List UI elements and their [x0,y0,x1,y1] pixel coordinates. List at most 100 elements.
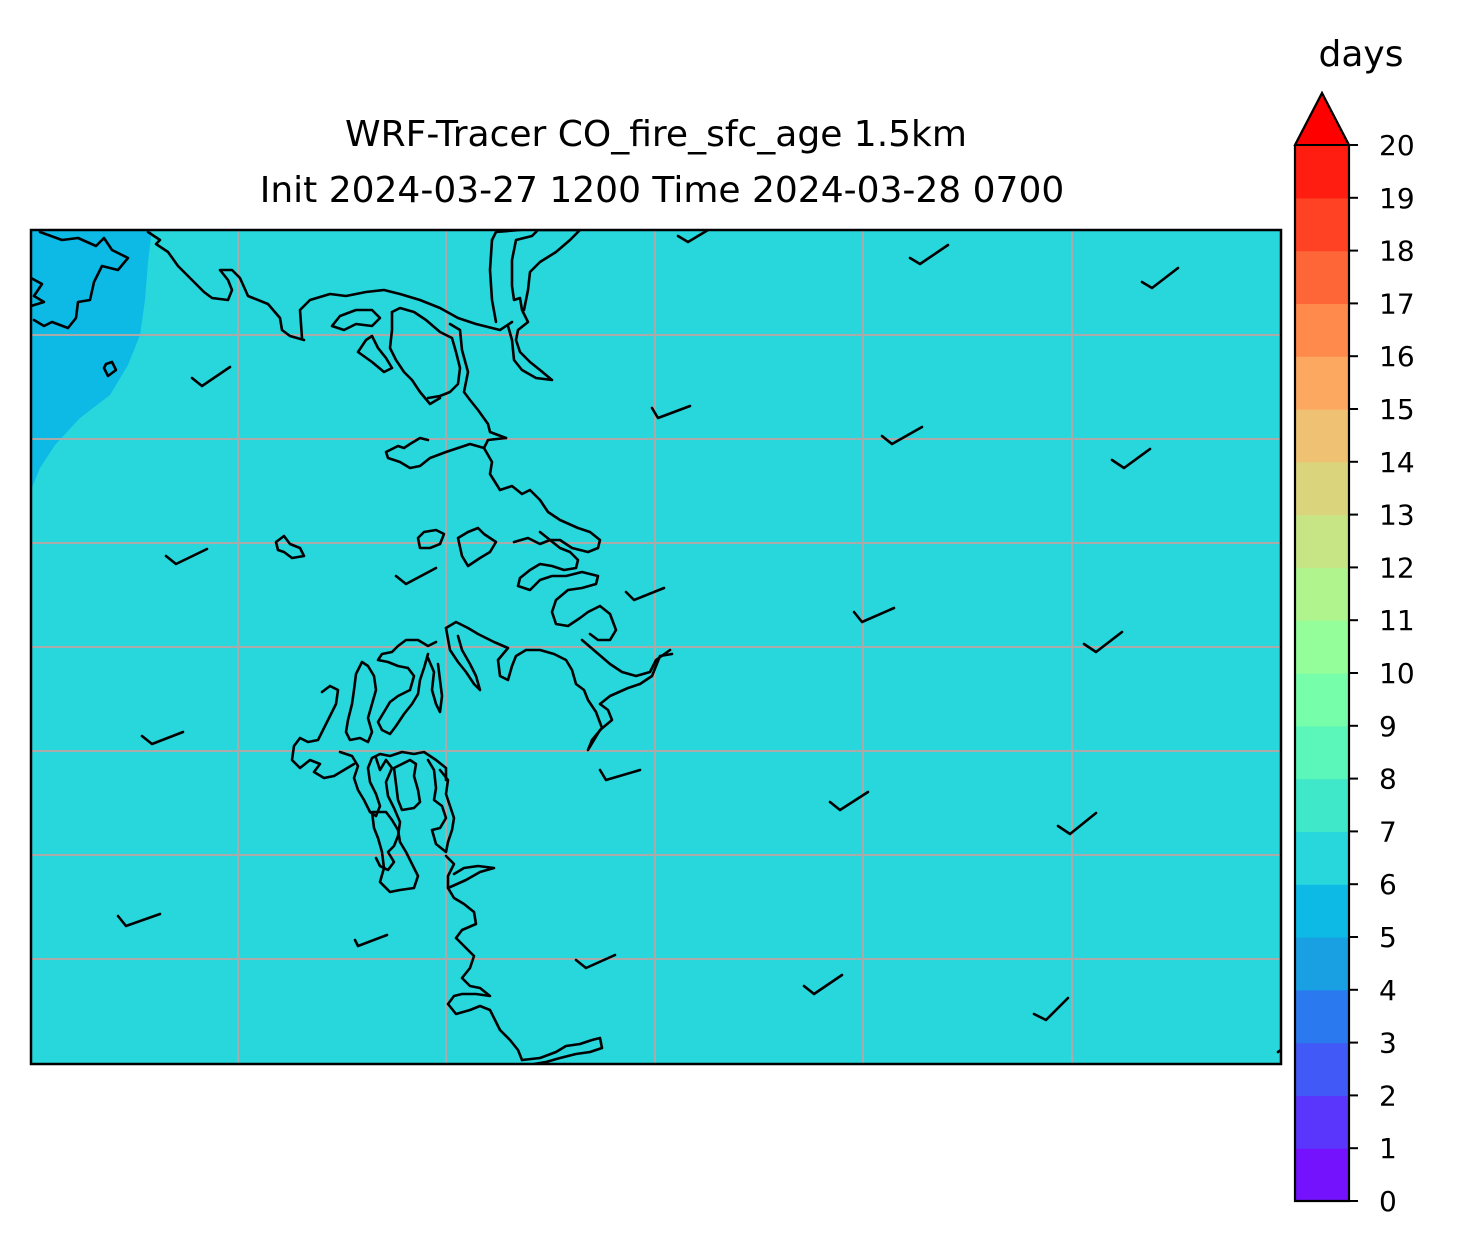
coastline [338,750,448,818]
colorbar-tick-label: 7 [1379,815,1397,848]
colorbar-level [1295,989,1349,1044]
map-frame [29,228,1283,1066]
coastline [580,638,672,678]
map-panel [31,230,1281,1064]
wind-barb [828,790,870,812]
coastline [298,288,514,340]
wind-barb [880,425,924,446]
colorbar-tick-label: 20 [1379,129,1415,162]
colorbar-level [1295,250,1349,304]
coastline [444,626,482,692]
colorbar-tick-label: 8 [1379,763,1397,796]
colorbar-tick-label: 18 [1379,235,1415,268]
coastline [416,528,446,550]
coastline [356,334,394,374]
colorbar-level [1295,884,1349,938]
chart-title-line-2: Init 2024-03-27 1200 Time 2024-03-28 070… [260,170,1065,211]
colorbar-tick-label: 11 [1379,604,1415,637]
wind-barb [394,566,438,586]
coastlines [31,230,1281,1064]
coastline [512,536,618,642]
colorbar-tick-label: 15 [1379,393,1415,426]
colorbar-tick-label: 4 [1379,974,1397,1007]
wind-barb [1082,630,1124,654]
coastline [444,620,674,752]
wind-barb [676,230,710,244]
coastline [384,436,486,470]
wind-barb [1032,996,1070,1022]
colorbar-level [1295,461,1349,516]
coastline [426,656,444,714]
colorbar-tick-label: 16 [1379,340,1415,373]
coastline [330,308,382,332]
wind-barb [852,606,896,624]
colorbar-level [1295,1095,1349,1149]
colorbar-level [1295,197,1349,252]
colorbar-tick-label: 3 [1379,1027,1397,1060]
wind-barb [908,243,950,266]
coastline [488,238,498,324]
coastline [390,306,462,400]
colorbar-level [1295,620,1349,674]
colorbar-level [1295,145,1349,199]
coastline [31,276,46,308]
colorbar-level [1295,1042,1349,1096]
colorbar-tick-label: 0 [1379,1185,1397,1218]
colorbar-level [1295,725,1349,780]
coastline [490,230,554,382]
chart-title-line-1: WRF-Tracer CO_fire_sfc_age 1.5km [345,114,967,155]
lower-age-region [31,230,152,490]
colorbar-unit-label: days [1319,34,1404,75]
colorbar-level [1295,514,1349,568]
coastline [448,322,508,440]
wind-barb [802,973,844,996]
coastline [376,638,438,736]
wind-barb [624,586,666,602]
colorbar-level [1295,831,1349,885]
colorbar-tick-label: 6 [1379,868,1397,901]
colorbar-tick-label: 1 [1379,1132,1397,1165]
colorbar-tick-label: 14 [1379,446,1415,479]
coastline [444,854,496,890]
colorbar-tick-label: 2 [1379,1079,1397,1112]
coastline [456,526,498,568]
wind-barb [140,730,185,746]
coastline [446,886,524,1062]
gridlines [31,230,1281,1064]
coastline [392,758,422,812]
colorbar-tick-label: 12 [1379,551,1415,584]
wind-barb [598,768,642,782]
coastline [522,230,582,312]
colorbar-tick-label: 13 [1379,499,1415,532]
colorbar-tick-label: 17 [1379,287,1415,320]
colorbar-level [1295,1148,1349,1202]
coastline [274,534,306,560]
colorbar-level [1295,567,1349,621]
wind-barb [190,365,232,388]
wind-barb [116,912,162,928]
colorbar-level [1295,409,1349,463]
wind-barb [1056,811,1098,836]
wind-barb [353,933,389,948]
colorbar-level [1295,778,1349,832]
coastline [482,436,602,554]
wind-barb [164,547,209,566]
colorbar-level [1295,937,1349,991]
colorbar-tick-label: 5 [1379,921,1397,954]
coastline [344,660,378,744]
coastline [374,756,402,872]
colorbar-tick-label: 19 [1379,182,1415,215]
colorbar-tick-label: 9 [1379,710,1397,743]
colorbar-level [1295,303,1349,357]
coastline [370,810,420,894]
wind-barbs [116,230,1180,1022]
colorbar-level [1295,356,1349,410]
wind-barb [1140,266,1180,290]
colorbar-tick-label: 10 [1379,657,1415,690]
coastline [102,360,118,378]
colorbar-level [1295,673,1349,727]
wind-barb [650,404,692,420]
